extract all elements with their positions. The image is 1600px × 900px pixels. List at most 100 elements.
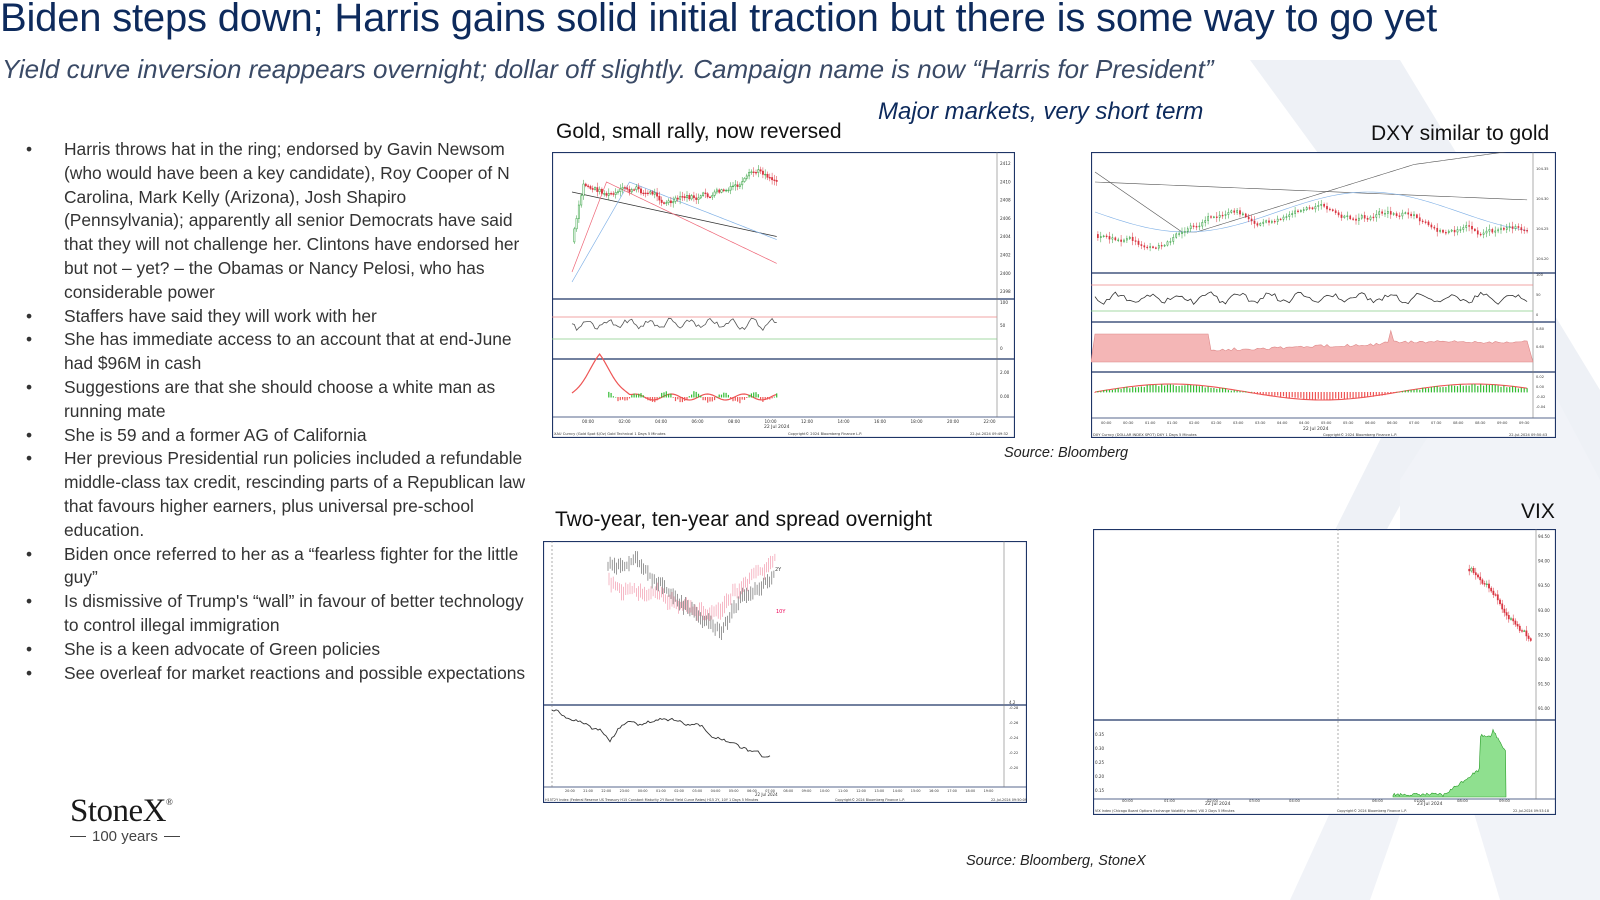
date-label: 22 Jul 2024 (1303, 426, 1329, 432)
axis-tick: 08:00 (728, 419, 740, 424)
candle (626, 187, 629, 190)
section-heading: Major markets, very short term (878, 98, 1204, 125)
histogram-bar (762, 397, 764, 402)
candle (1343, 215, 1346, 218)
candle (1157, 245, 1160, 249)
axis-tick: 03:00 (1249, 798, 1261, 803)
histogram-bar (1436, 386, 1438, 393)
candle (709, 196, 711, 199)
histogram-bar (1369, 392, 1372, 396)
candle (1497, 229, 1499, 232)
histogram-bar (670, 393, 672, 398)
axis-tick: 04:00 (1277, 421, 1288, 425)
candle (1479, 576, 1482, 581)
histogram-bar (1297, 392, 1299, 398)
candle (1375, 214, 1378, 218)
candle (1198, 225, 1201, 228)
axis-tick: 2408 (1000, 198, 1011, 203)
histogram-bar (1390, 392, 1392, 394)
histogram-bar (1445, 386, 1447, 393)
histogram-bar (1303, 392, 1305, 400)
candle (1485, 583, 1488, 585)
histogram-bar (1335, 392, 1337, 399)
candle (575, 218, 578, 230)
histogram-bar (608, 391, 610, 398)
chart-footer-left: DXY Curncy (DOLLAR INDEX SPOT) DXY 1 Day… (1093, 433, 1197, 437)
histogram-bar (674, 397, 677, 402)
axis-tick: 21:00 (583, 789, 593, 793)
dxy-chart-title: DXY similar to gold (1371, 122, 1550, 145)
histogram-bar (697, 393, 700, 398)
candle (607, 193, 610, 196)
axis-tick: 13:00 (874, 789, 884, 793)
candle (1410, 213, 1412, 217)
candle (1491, 229, 1494, 233)
candle (738, 184, 741, 187)
axis-tick: 01:00 (656, 789, 666, 793)
histogram-bar (663, 392, 665, 398)
histogram-bar (1152, 384, 1154, 393)
histogram-bar (1256, 392, 1258, 395)
candle (1505, 612, 1508, 616)
chart-footer-mid: Copyright© 2024 Bloomberg Finance L.P. (788, 432, 862, 436)
candle (630, 189, 633, 193)
logo-tagline-text: 100 years (92, 828, 158, 845)
candle (722, 189, 725, 192)
axis-tick: 0 (1536, 313, 1539, 317)
candle (1172, 237, 1175, 242)
axis-tick: 2402 (1000, 253, 1011, 258)
bullet-glyph: • (26, 591, 33, 612)
axis-tick: 05:00 (1321, 421, 1332, 425)
candle (1525, 630, 1528, 637)
candle (1481, 579, 1484, 584)
candle (587, 185, 590, 187)
histogram-bar (1349, 392, 1351, 398)
histogram-bar (1117, 388, 1119, 393)
histogram-bar (1195, 385, 1198, 393)
histogram-bar (1137, 387, 1140, 393)
histogram-bar (753, 392, 755, 398)
histogram-bar (668, 393, 670, 398)
candle (1372, 216, 1375, 219)
candle (775, 180, 778, 182)
axis-tick: 06:00 (1365, 421, 1376, 425)
histogram-bar (1517, 388, 1519, 393)
candle (646, 192, 649, 195)
histogram-bar (1239, 391, 1241, 393)
candle (748, 172, 751, 177)
candle (679, 196, 682, 200)
candle (1476, 230, 1479, 235)
candle (1494, 594, 1497, 596)
histogram-bar (1103, 390, 1105, 393)
histogram-bar (1425, 388, 1427, 393)
candle (1521, 630, 1523, 632)
histogram-bar (1526, 388, 1528, 393)
axis-tick: 03:00 (692, 789, 702, 793)
histogram-bar (672, 397, 674, 398)
histogram-bar (732, 397, 734, 402)
axis-tick: 07:00 (765, 789, 775, 793)
axis-tick: 2404 (1000, 234, 1011, 239)
candle (1300, 210, 1302, 212)
candle (1215, 216, 1218, 218)
candle (649, 191, 652, 194)
histogram-bar (769, 397, 771, 400)
histogram-bar (622, 397, 624, 400)
histogram-bar (1219, 388, 1221, 393)
candle (1111, 237, 1114, 240)
chart-footer-mid: Copyright© 2024 Bloomberg Finance L.P. (1337, 809, 1407, 813)
histogram-bar (1108, 389, 1111, 393)
histogram-bar (1433, 386, 1435, 393)
candle (1477, 574, 1479, 578)
candle (713, 191, 716, 196)
candle (1488, 583, 1490, 589)
candle (1427, 221, 1430, 226)
candle (600, 188, 603, 194)
candle (1450, 229, 1453, 232)
histogram-bar (1123, 387, 1125, 393)
histogram-bar (1419, 389, 1421, 393)
histogram-bar (1494, 384, 1496, 393)
chart-footer-right: 22-Jul-2024 09:53:18 (1513, 809, 1549, 813)
axis-tick: 09:30 (1519, 421, 1530, 425)
bullet-glyph: • (26, 543, 33, 564)
